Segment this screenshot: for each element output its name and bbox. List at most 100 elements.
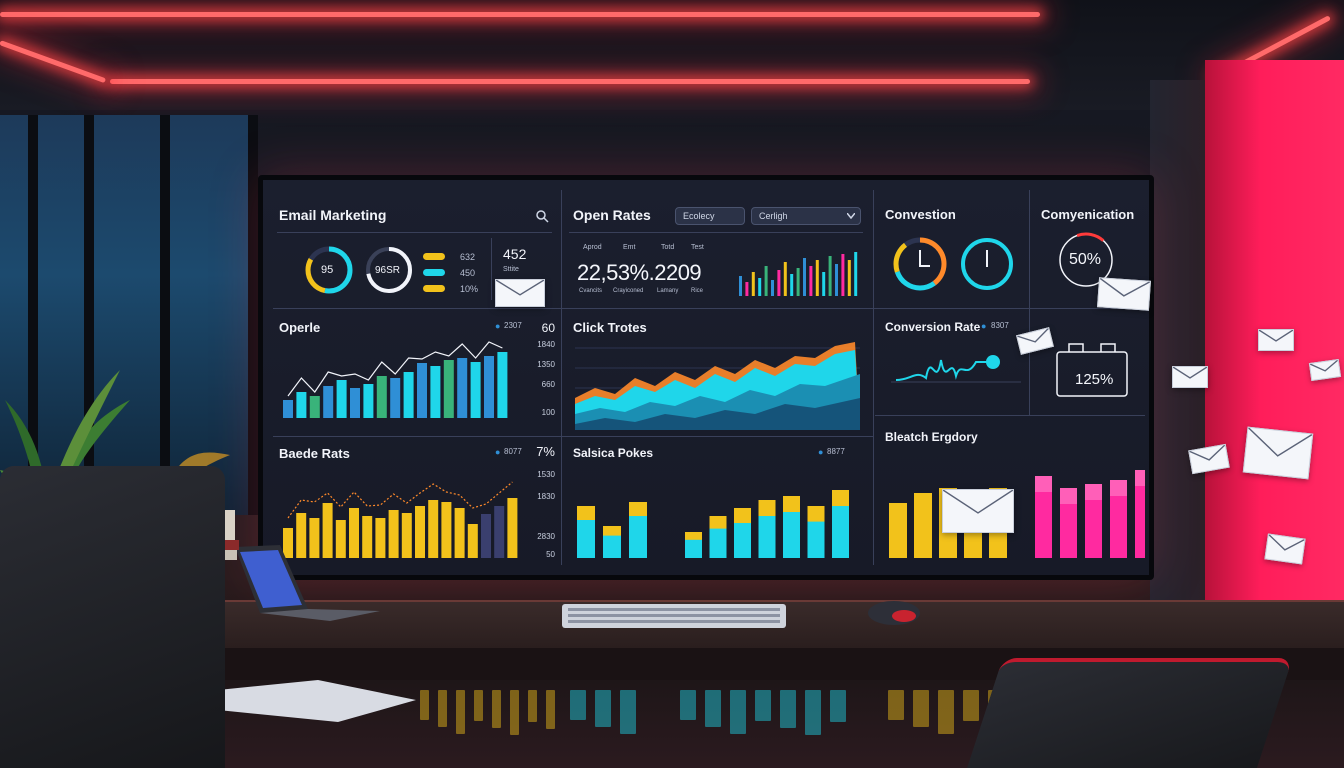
office-chair-left [0, 466, 225, 768]
mini-bar [803, 258, 806, 296]
mouse [868, 601, 920, 625]
envelope-icon [1172, 366, 1208, 388]
conversion-rate-value: 125% [1075, 371, 1114, 388]
axis-tick: 1830 [537, 492, 555, 501]
axis-tick: 1840 [537, 340, 555, 349]
bounce-bar [467, 524, 478, 558]
panel-divider [491, 238, 492, 300]
envelope-icon [1242, 426, 1314, 480]
legend-dot: ● [495, 321, 501, 331]
bounce-bar [362, 516, 373, 558]
search-icon[interactable] [535, 209, 549, 223]
breach-bar-chart [889, 470, 1145, 558]
open-rate-value: 22,53%.2209 [577, 260, 702, 285]
bounce-bar [296, 513, 307, 558]
breach-bar [1135, 470, 1145, 558]
keyboard [562, 604, 786, 628]
donut-chart-ring [366, 247, 412, 293]
gauge-icon [961, 238, 1013, 290]
bounce-bar [494, 506, 505, 558]
bounce-bar [349, 508, 359, 558]
reflection-bar [528, 690, 537, 722]
bounce-bar [309, 518, 320, 558]
opens-bar-chart [283, 341, 508, 418]
panel-title-opens: Operle [279, 320, 321, 335]
reflection-bar [492, 690, 501, 728]
ceiling [0, 0, 1344, 110]
window-frame [160, 115, 170, 515]
bounce-bar [415, 506, 425, 558]
bounce-bar [283, 528, 293, 558]
mini-bar [739, 276, 742, 296]
opens-bar [283, 400, 293, 418]
donut-chart-ring [305, 246, 353, 294]
column-footer: Cvancits [579, 288, 603, 294]
reflection-bar [938, 690, 954, 734]
envelope-icon [495, 279, 545, 307]
opens-bar [350, 388, 360, 418]
side-label: Sttite [503, 266, 519, 273]
sales-bar-cap [603, 526, 621, 536]
filter-dropdown[interactable]: Cerligh [751, 207, 861, 225]
envelope-icon [942, 489, 1014, 533]
dashboard-screen: Email Marketing 95 96SR 632 450 10% 452 … [263, 180, 1149, 575]
legend-label: 8077 [504, 447, 522, 456]
opens-bar [417, 363, 427, 418]
window-frame [84, 115, 94, 515]
opens-bar [484, 356, 494, 418]
legend-dot: ● [981, 321, 987, 331]
laptop [235, 545, 380, 621]
breach-bar [914, 493, 932, 558]
axis-tick: 1350 [537, 360, 555, 369]
reflection-bar [546, 690, 555, 729]
legend-dot: ● [495, 447, 501, 457]
reflection-bar [830, 690, 846, 722]
envelope-icon [1264, 533, 1306, 565]
axis-tick: 100 [541, 408, 555, 417]
notebook [218, 680, 416, 722]
sales-bar-cap [577, 506, 595, 520]
axis-tick: 1530 [537, 470, 555, 479]
reflection-bar [438, 690, 447, 727]
envelope-icon [1308, 359, 1342, 381]
panel-title-open-rates: Open Rates [573, 207, 651, 223]
chevron-down-icon[interactable] [847, 213, 855, 219]
bounce-bar [481, 514, 491, 558]
reflection-bar [456, 690, 465, 734]
panel-header-rule [569, 232, 863, 233]
breach-bar [1110, 480, 1127, 558]
dashboard-monitor: Email Marketing 95 96SR 632 450 10% 452 … [258, 175, 1154, 580]
panel-divider [273, 308, 1133, 309]
column-header: Totd [661, 244, 675, 251]
mini-bar [777, 270, 781, 296]
mini-bar [822, 272, 826, 296]
opens-bar [470, 362, 481, 418]
panel-title-email-marketing: Email Marketing [279, 207, 387, 223]
bounce-bar [322, 503, 333, 558]
legend-label: 8307 [991, 321, 1009, 330]
mini-bar [796, 268, 800, 296]
legend-value: 10% [460, 284, 479, 294]
envelope-icon [1097, 277, 1151, 311]
panel-divider [875, 415, 1145, 416]
mini-bar [771, 280, 774, 296]
envelope-icon [1188, 443, 1230, 475]
opens-bar [497, 352, 508, 418]
panel-divider [273, 436, 873, 437]
filter-dropdown[interactable]: Ecolecy [675, 207, 745, 225]
clock-icon [893, 237, 947, 291]
donut-value: 96SR [375, 265, 401, 276]
envelope-icon [1016, 327, 1054, 355]
bounce-bar [507, 498, 518, 558]
legend-swatch [423, 285, 445, 292]
breach-bar-cap [1135, 470, 1145, 486]
breach-bar-cap [1085, 484, 1102, 500]
panel-title-communication: Comyenication [1041, 207, 1135, 222]
opens-bar [430, 366, 441, 418]
sales-bar-cap [685, 532, 702, 540]
legend-value: 450 [460, 268, 476, 278]
column-header: Test [691, 244, 704, 251]
click-rates-area-chart [575, 342, 860, 430]
legend-swatch [423, 253, 445, 260]
axis-tick: 2830 [537, 532, 555, 541]
